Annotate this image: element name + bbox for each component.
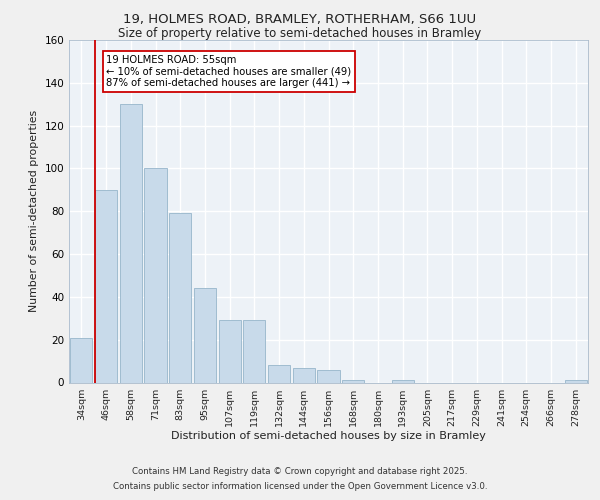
Bar (565, 380, 587, 382)
Text: Contains public sector information licensed under the Open Government Licence v3: Contains public sector information licen… (113, 482, 487, 491)
Bar (119, 104, 142, 382)
Text: Contains HM Land Registry data © Crown copyright and database right 2025.: Contains HM Land Registry data © Crown c… (132, 467, 468, 476)
Bar (342, 380, 364, 382)
Text: Size of property relative to semi-detached houses in Bramley: Size of property relative to semi-detach… (118, 28, 482, 40)
Bar (70, 338, 92, 382)
Bar (95, 190, 117, 382)
Bar (243, 320, 265, 382)
Text: 19, HOLMES ROAD, BRAMLEY, ROTHERHAM, S66 1UU: 19, HOLMES ROAD, BRAMLEY, ROTHERHAM, S66… (124, 12, 476, 26)
Bar (218, 320, 241, 382)
Bar (145, 168, 167, 382)
Y-axis label: Number of semi-detached properties: Number of semi-detached properties (29, 110, 39, 312)
Bar (392, 380, 414, 382)
Bar (194, 288, 216, 382)
Bar (317, 370, 340, 382)
Text: 19 HOLMES ROAD: 55sqm
← 10% of semi-detached houses are smaller (49)
87% of semi: 19 HOLMES ROAD: 55sqm ← 10% of semi-deta… (106, 55, 351, 88)
Bar (293, 368, 315, 382)
X-axis label: Distribution of semi-detached houses by size in Bramley: Distribution of semi-detached houses by … (171, 432, 486, 442)
Bar (169, 214, 191, 382)
Bar (268, 366, 290, 382)
